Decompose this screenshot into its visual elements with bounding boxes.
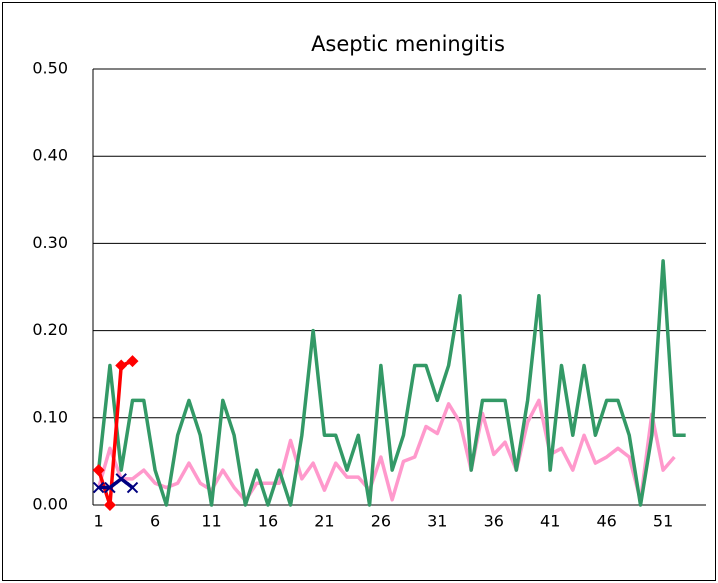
series-line bbox=[96, 259, 686, 507]
y-tick-label: 0.50 bbox=[32, 59, 68, 78]
marker bbox=[115, 359, 128, 372]
x-tick-label: 31 bbox=[427, 512, 447, 531]
x-tick-label: 11 bbox=[201, 512, 221, 531]
x-tick-label: 36 bbox=[484, 512, 504, 531]
y-tick-label: 0.00 bbox=[32, 495, 68, 514]
marker bbox=[103, 499, 116, 511]
y-tick-label: 0.20 bbox=[32, 320, 68, 339]
marker bbox=[104, 481, 116, 494]
marker bbox=[115, 473, 127, 485]
x-tick-label: 26 bbox=[371, 512, 391, 531]
marker bbox=[126, 355, 139, 368]
x-tick-label: 21 bbox=[314, 512, 334, 531]
chart-title: Aseptic meningitis bbox=[311, 32, 505, 56]
x-tick-label: 46 bbox=[596, 512, 616, 531]
y-tick-label: 0.40 bbox=[32, 146, 68, 165]
y-tick-label: 0.30 bbox=[32, 233, 68, 252]
x-tick-label: 41 bbox=[540, 512, 560, 531]
x-tick-label: 51 bbox=[653, 512, 673, 531]
x-tick-label: 6 bbox=[150, 512, 160, 531]
marker bbox=[126, 481, 139, 494]
x-tick-label: 16 bbox=[258, 512, 278, 531]
series-line bbox=[98, 477, 134, 490]
x-tick-label: 1 bbox=[94, 512, 104, 531]
marker bbox=[92, 481, 105, 494]
series-line bbox=[96, 398, 676, 503]
marker bbox=[92, 464, 105, 477]
y-tick-label: 0.10 bbox=[32, 407, 68, 426]
